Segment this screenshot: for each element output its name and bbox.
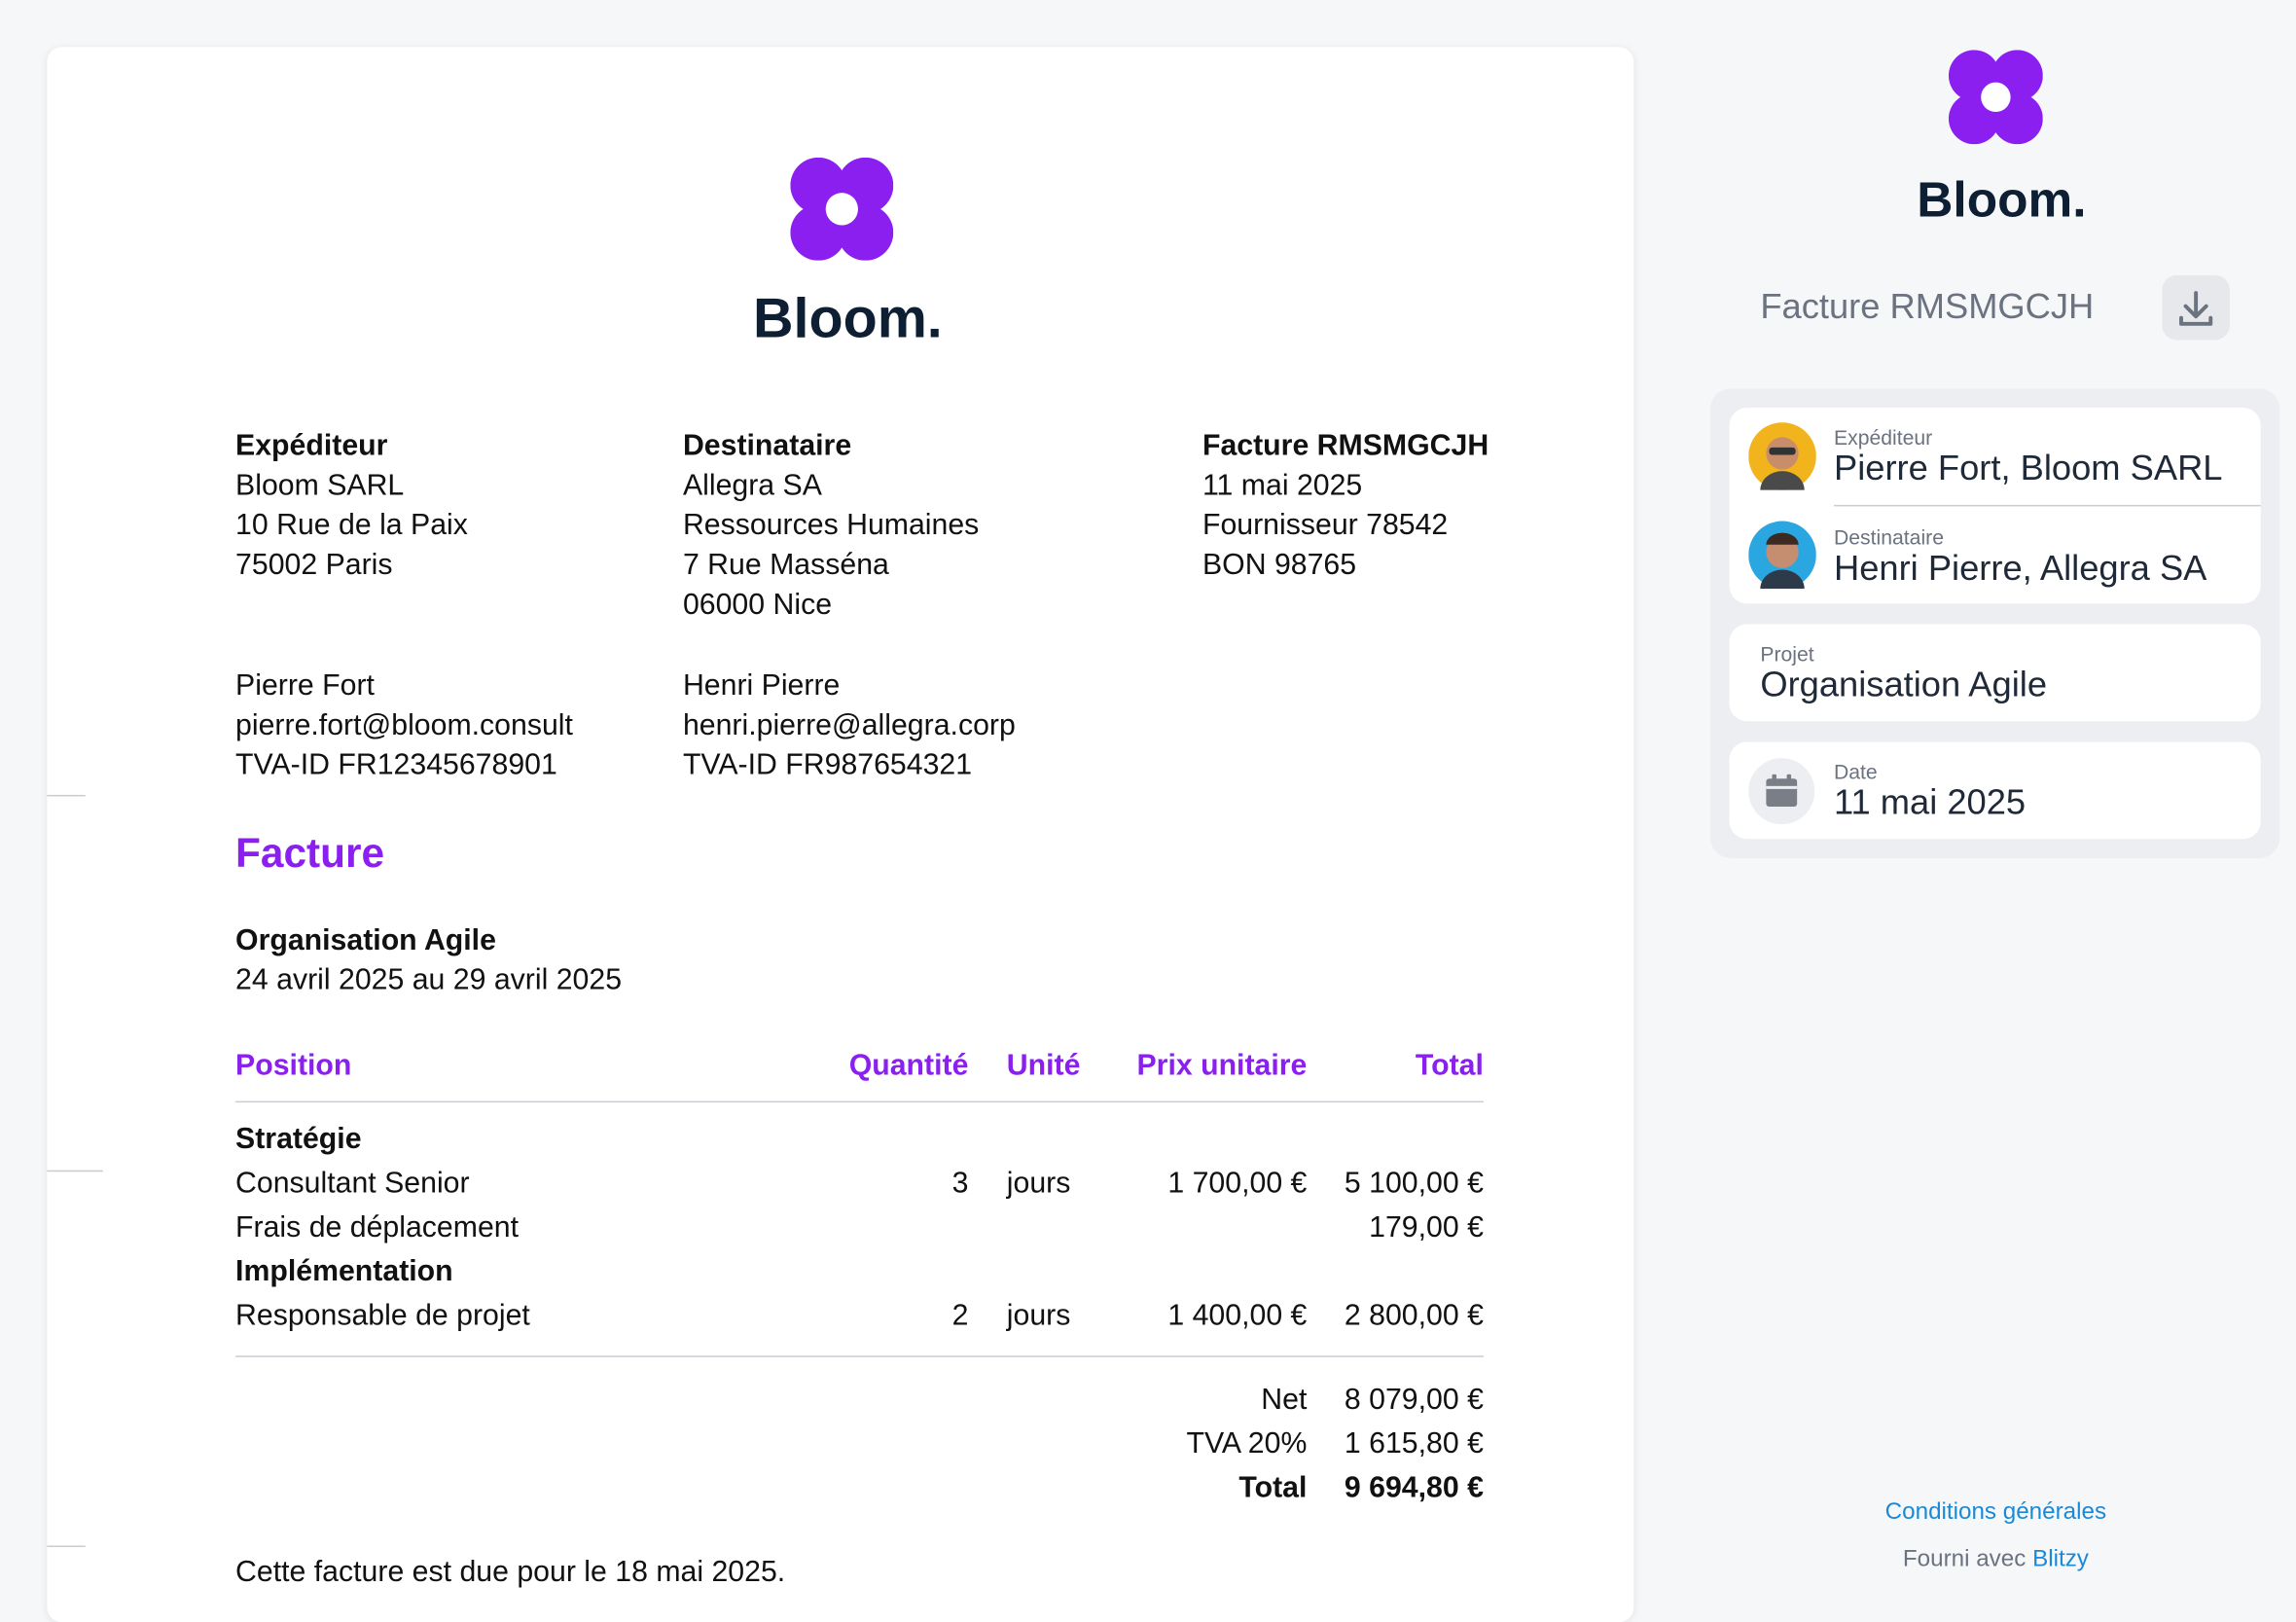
table-rule xyxy=(235,1355,1484,1357)
powered-text: Fourni avec xyxy=(1902,1546,2027,1572)
powered-by: Fourni avec Blitzy xyxy=(1819,1545,2172,1574)
divider xyxy=(47,794,86,797)
column-header: Unité xyxy=(1006,1049,1081,1082)
table-rule xyxy=(235,1100,1484,1103)
field-value: Henri Pierre, Allegra SA xyxy=(1833,549,2207,590)
divider xyxy=(47,1545,86,1547)
heading: Destinataire xyxy=(682,429,852,463)
total-value: 1 615,80 € xyxy=(1344,1427,1484,1460)
brand: Bloom. xyxy=(752,288,943,351)
cell: 1 400,00 € xyxy=(1167,1299,1308,1333)
text: pierre.fort@bloom.consult xyxy=(235,709,573,742)
text: 11 mai 2025 xyxy=(1202,469,1363,502)
text: Ressources Humaines xyxy=(682,509,980,542)
section-row: Stratégie xyxy=(235,1123,362,1156)
field-label: Destinataire xyxy=(1833,525,1944,550)
cell: jours xyxy=(1006,1299,1071,1333)
cell: 1 700,00 € xyxy=(1167,1167,1308,1200)
heading: Facture RMSMGCJH xyxy=(1202,429,1489,463)
field-value: Pierre Fort, Bloom SARL xyxy=(1833,449,2223,489)
download-button[interactable] xyxy=(2162,274,2230,341)
total-label: Net xyxy=(1261,1384,1308,1417)
field-label: Expéditeur xyxy=(1833,425,1933,450)
text: TVA-ID FR987654321 xyxy=(682,749,973,782)
text: 75002 Paris xyxy=(235,549,393,582)
total-label: Total xyxy=(1238,1471,1308,1505)
text: TVA-ID FR12345678901 xyxy=(235,749,557,782)
calendar-icon xyxy=(1748,758,1815,825)
total-label: TVA 20% xyxy=(1186,1427,1308,1460)
cell: Frais de déplacement xyxy=(235,1211,520,1244)
divider xyxy=(1833,504,2261,507)
invoice-page xyxy=(47,47,1634,1622)
invoice-label: Facture RMSMGCJH xyxy=(1760,287,2095,327)
text: Fournisseur 78542 xyxy=(1202,509,1449,542)
logo xyxy=(1948,50,2043,145)
date-card xyxy=(1729,741,2261,840)
total-value: 8 079,00 € xyxy=(1344,1384,1484,1417)
field-label: Date xyxy=(1833,759,1878,783)
invoice-title: Facture xyxy=(235,830,385,877)
cell: 3 xyxy=(951,1167,969,1200)
cell: 2 xyxy=(951,1299,969,1333)
project: Organisation Agile xyxy=(235,924,496,957)
powered-link[interactable]: Blitzy xyxy=(2032,1546,2089,1572)
brand: Bloom. xyxy=(1917,172,2087,229)
cell: 179,00 € xyxy=(1369,1211,1484,1244)
due-note: Cette facture est due pour le 18 mai 202… xyxy=(235,1556,786,1589)
field-value: 11 mai 2025 xyxy=(1833,782,2027,823)
avatar xyxy=(1748,422,1816,490)
avatar xyxy=(1748,521,1816,590)
field-value: Organisation Agile xyxy=(1760,665,2048,705)
cell: 2 800,00 € xyxy=(1344,1299,1484,1333)
text: BON 98765 xyxy=(1202,549,1357,582)
text: henri.pierre@allegra.corp xyxy=(682,709,1016,742)
terms-link[interactable]: Conditions générales xyxy=(1884,1499,2107,1526)
text: 06000 Nice xyxy=(682,589,833,622)
column-header: Total xyxy=(1415,1049,1484,1082)
text: 7 Rue Masséna xyxy=(682,549,889,582)
column-header: Position xyxy=(235,1049,352,1082)
divider xyxy=(47,1170,103,1172)
text: Bloom SARL xyxy=(235,469,405,502)
text: 10 Rue de la Paix xyxy=(235,509,468,542)
cell: Consultant Senior xyxy=(235,1167,470,1200)
total-value: 9 694,80 € xyxy=(1344,1471,1484,1505)
heading: Expéditeur xyxy=(235,429,388,463)
column-header: Prix unitaire xyxy=(1136,1049,1308,1082)
cell: jours xyxy=(1006,1167,1071,1200)
project-card xyxy=(1729,624,2261,722)
text: Pierre Fort xyxy=(235,669,375,703)
field-label: Projet xyxy=(1760,641,1814,666)
cell: 5 100,00 € xyxy=(1344,1167,1484,1200)
cell: Responsable de projet xyxy=(235,1299,530,1333)
section-row: Implémentation xyxy=(235,1255,453,1288)
column-header: Quantité xyxy=(848,1049,969,1082)
period: 24 avril 2025 au 29 avril 2025 xyxy=(235,963,623,997)
text: Allegra SA xyxy=(682,469,822,502)
text: Henri Pierre xyxy=(682,669,841,703)
logo xyxy=(790,157,894,261)
